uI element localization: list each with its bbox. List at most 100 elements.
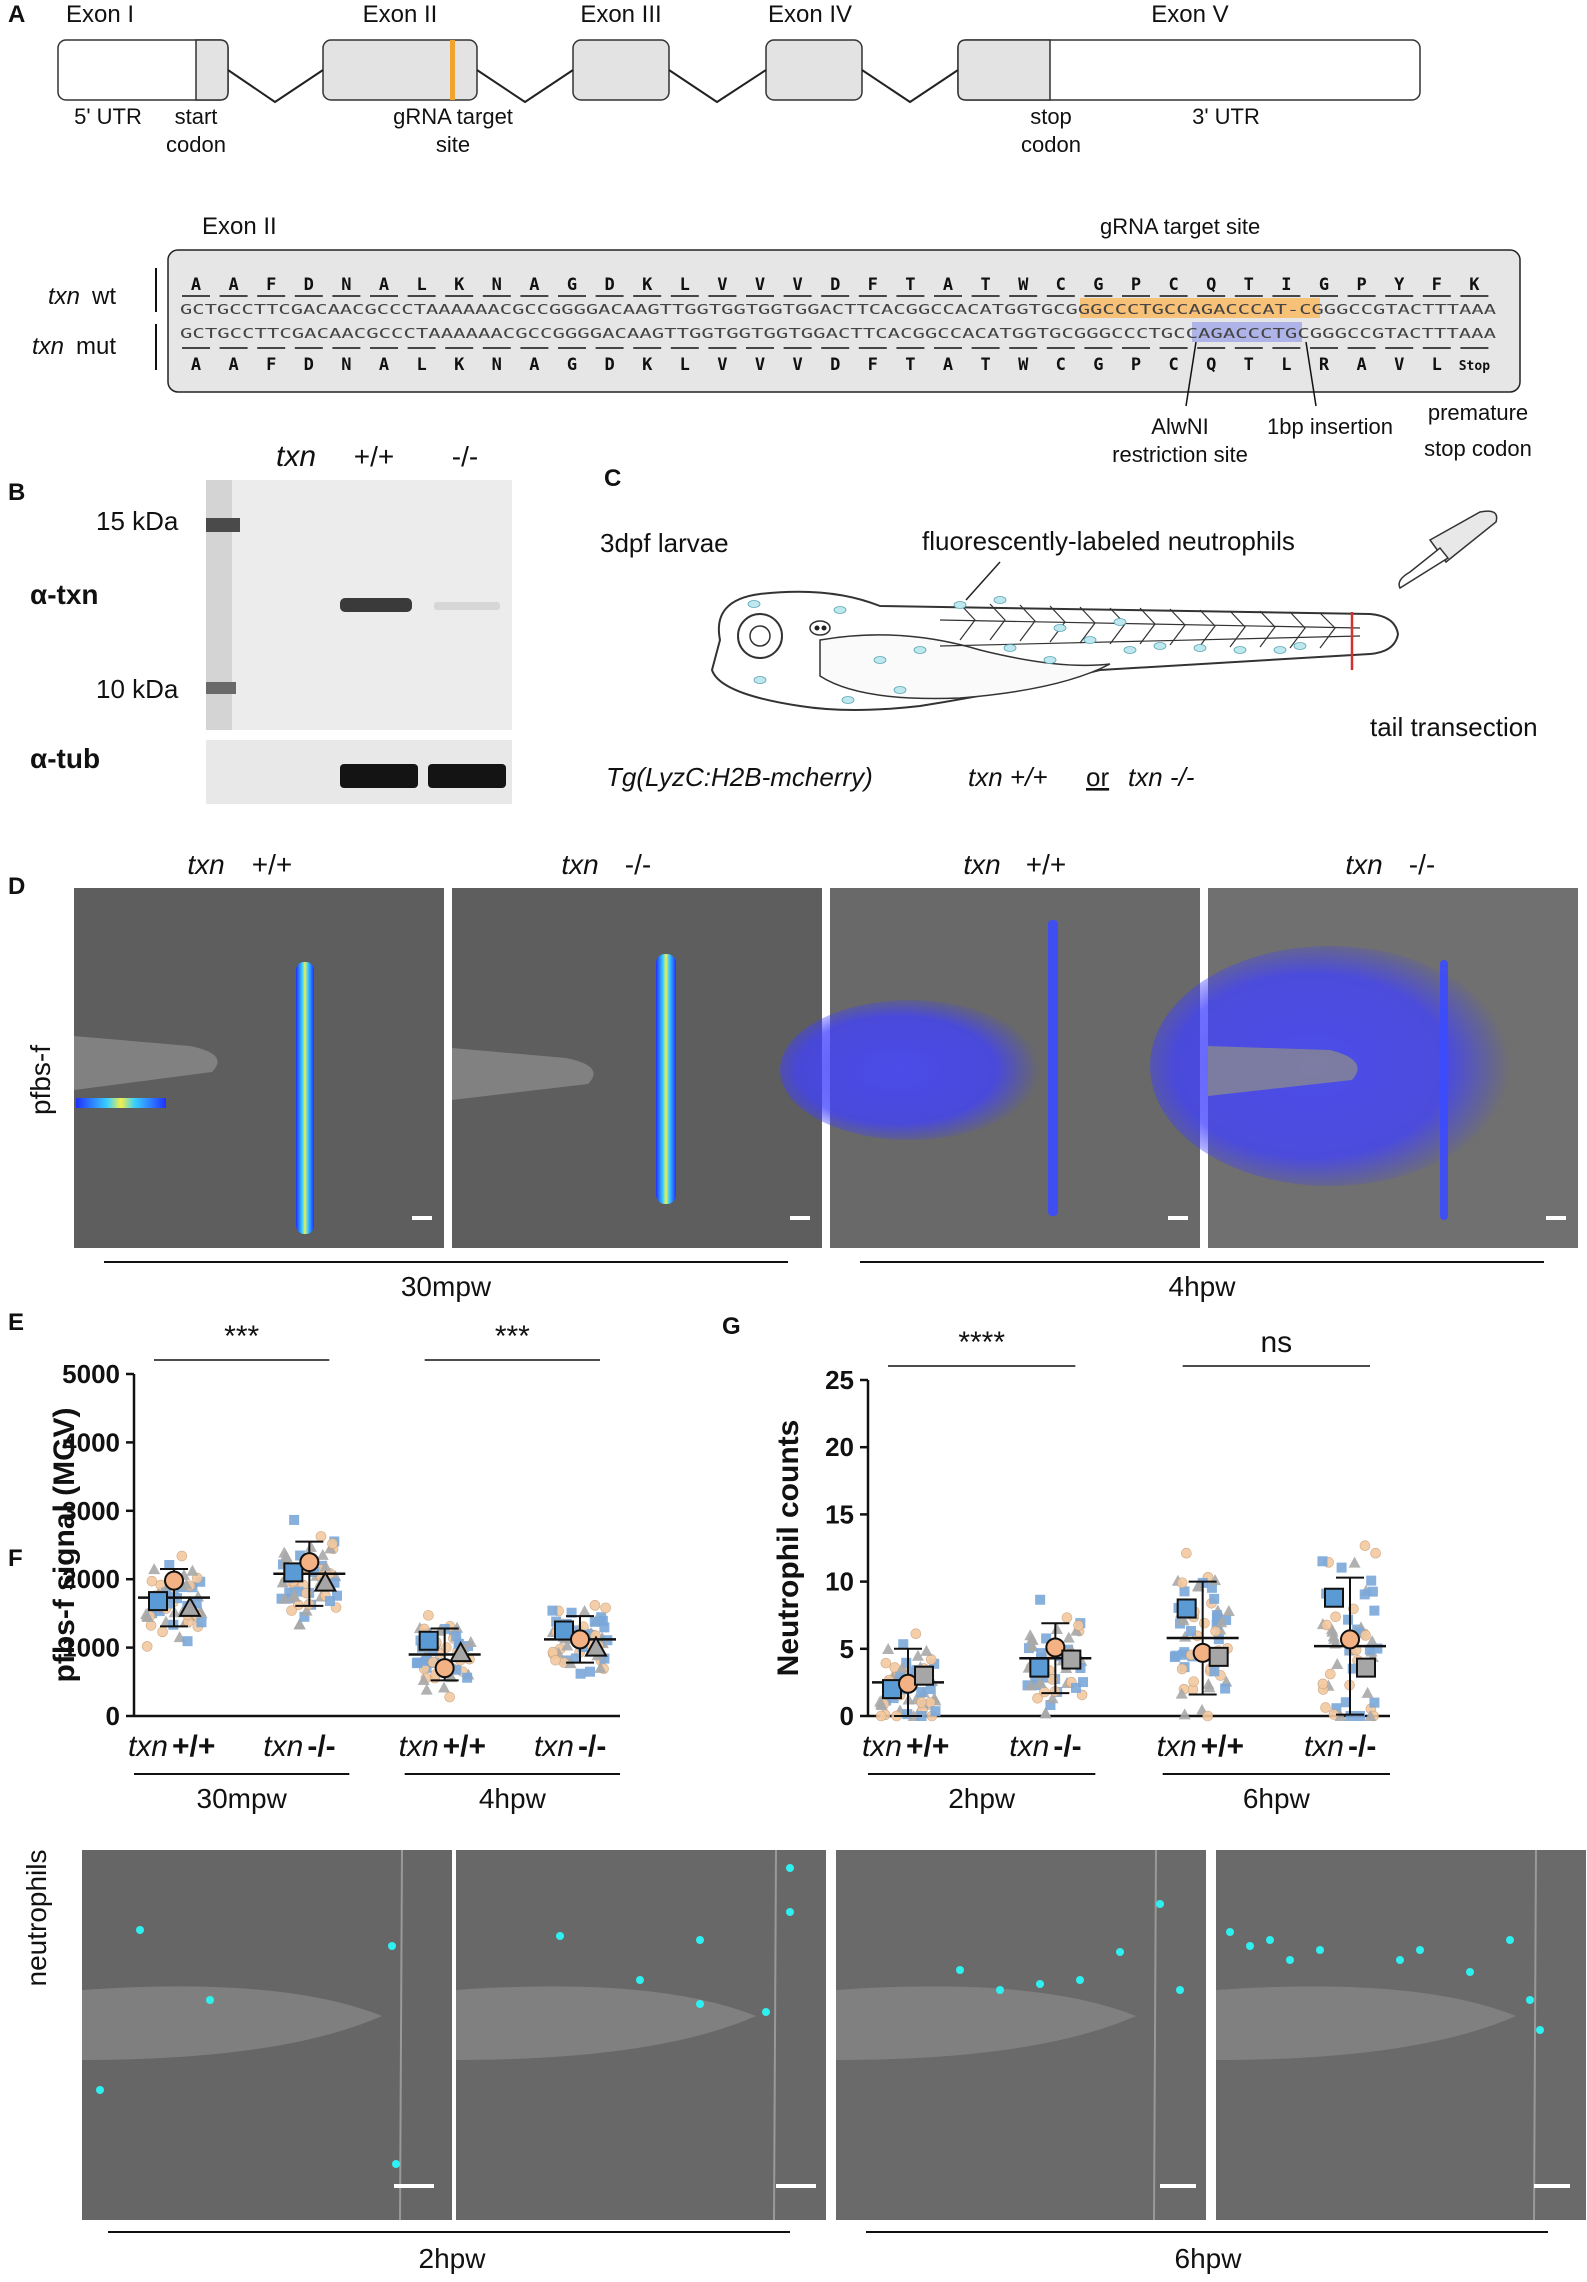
data-point — [925, 1684, 936, 1695]
data-point — [1041, 1633, 1052, 1644]
data-point — [1370, 1547, 1381, 1559]
data-point — [1212, 1615, 1223, 1626]
data-point — [453, 1638, 464, 1649]
data-point — [324, 1596, 335, 1607]
data-point — [412, 1657, 423, 1668]
data-point — [1188, 1676, 1200, 1687]
neutrophil-dot — [893, 686, 907, 694]
aa-wt-31: P — [1356, 275, 1366, 295]
seq-wt: GCTGCCTTCGACAACGCCCTAAAAAACGCCGGGGACAAGT… — [180, 302, 1496, 318]
aa-wt-12: K — [642, 275, 653, 295]
aa-mut-31: A — [1356, 355, 1366, 375]
data-point — [420, 1683, 433, 1695]
insertion-label: 1bp insertion — [1267, 414, 1393, 439]
data-point — [157, 1626, 168, 1638]
aa-mut-0: A — [191, 355, 201, 375]
aa-wt-10: G — [567, 275, 577, 295]
data-point — [182, 1636, 193, 1647]
data-point — [916, 1687, 927, 1698]
data-point — [547, 1605, 558, 1616]
blot-header: txn — [276, 440, 316, 473]
data-point — [1331, 1703, 1342, 1714]
category-genotype: +/+ — [443, 1730, 486, 1763]
data-point — [332, 1590, 343, 1601]
data-point — [293, 1586, 304, 1597]
data-point — [164, 1598, 175, 1609]
data-point — [1026, 1634, 1039, 1646]
replicate-mean — [313, 1570, 338, 1592]
data-point — [1062, 1631, 1075, 1643]
y-axis-label: Neutrophil counts — [772, 1420, 805, 1677]
data-point — [1343, 1614, 1354, 1625]
neutrophil-dot — [388, 1942, 396, 1950]
txn-band-wt — [340, 598, 412, 612]
mut-row-label-italic: txn — [32, 333, 64, 360]
neutrophil-pointer — [965, 561, 1001, 601]
f-row-label: neutrophils — [21, 1850, 52, 1987]
aa-mut-28: T — [1244, 355, 1254, 375]
panel-a-label: A — [8, 1, 25, 28]
neutrophil-dot — [1246, 1942, 1254, 1950]
data-point — [1186, 1625, 1197, 1636]
replicate-mean — [554, 1620, 574, 1641]
data-point — [570, 1653, 581, 1664]
data-point — [1336, 1562, 1347, 1573]
aa-wt-18: F — [868, 275, 878, 295]
neutrophil-dot — [956, 1966, 964, 1974]
data-point — [575, 1668, 586, 1679]
aa-mut-17: D — [830, 355, 840, 375]
neutrophil-dot — [1113, 618, 1127, 626]
premature-label-1: premature — [1428, 400, 1528, 425]
start-label-2: codon — [166, 132, 226, 157]
neutrophil-dot — [1123, 646, 1137, 654]
exon-1-title: Exon I — [66, 1, 134, 28]
aa-wt-29: I — [1281, 275, 1291, 295]
data-point — [315, 1531, 327, 1542]
aa-mut-33: L — [1432, 355, 1442, 375]
aa-wt-0: A — [191, 275, 201, 295]
f-group-2hpw: 2hpw — [419, 2243, 487, 2274]
neutrophil-dot — [1036, 1980, 1044, 1988]
aa-mut-19: T — [905, 355, 915, 375]
data-point — [1347, 1663, 1358, 1674]
aa-mut-22: W — [1018, 355, 1029, 375]
aa-mut-24: G — [1093, 355, 1103, 375]
neutrophil-dot — [1176, 1986, 1184, 1994]
replicate-mean — [1324, 1587, 1344, 1608]
data-point — [1039, 1672, 1050, 1683]
data-point — [1206, 1582, 1217, 1593]
data-point — [1202, 1710, 1213, 1722]
data-point — [882, 1642, 895, 1654]
aa-wt-1: A — [228, 275, 238, 295]
category-label: txn — [399, 1730, 439, 1763]
exon-2-title: Exon II — [363, 1, 438, 28]
data-point — [1209, 1593, 1220, 1604]
data-point — [1369, 1605, 1380, 1616]
data-point — [141, 1641, 153, 1652]
data-point — [1045, 1700, 1056, 1711]
data-point — [1321, 1619, 1333, 1631]
data-point — [329, 1577, 340, 1588]
aa-mut-34: Stop — [1459, 359, 1490, 374]
aa-wt-2: F — [266, 275, 276, 295]
tub-band-ko — [428, 764, 506, 788]
data-point — [191, 1598, 202, 1609]
category-label: txn — [128, 1730, 168, 1763]
ytick-label: 3000 — [62, 1496, 120, 1526]
replicate-mean — [178, 1595, 202, 1617]
data-point — [1070, 1682, 1081, 1693]
data-point — [276, 1576, 289, 1588]
replicate-mean — [1176, 1598, 1197, 1619]
replicate-mean — [1208, 1646, 1229, 1667]
ytick-label: 15 — [825, 1499, 854, 1529]
scalpel-icon — [1428, 510, 1498, 564]
data-point — [286, 1605, 297, 1616]
data-point — [428, 1646, 439, 1657]
sequence-box — [167, 249, 1521, 393]
data-point — [1364, 1710, 1377, 1721]
neutrophil-dot — [1466, 1968, 1474, 1976]
data-point — [578, 1605, 591, 1617]
aa-wt-11: D — [604, 275, 614, 295]
aa-mut-18: F — [868, 355, 878, 375]
